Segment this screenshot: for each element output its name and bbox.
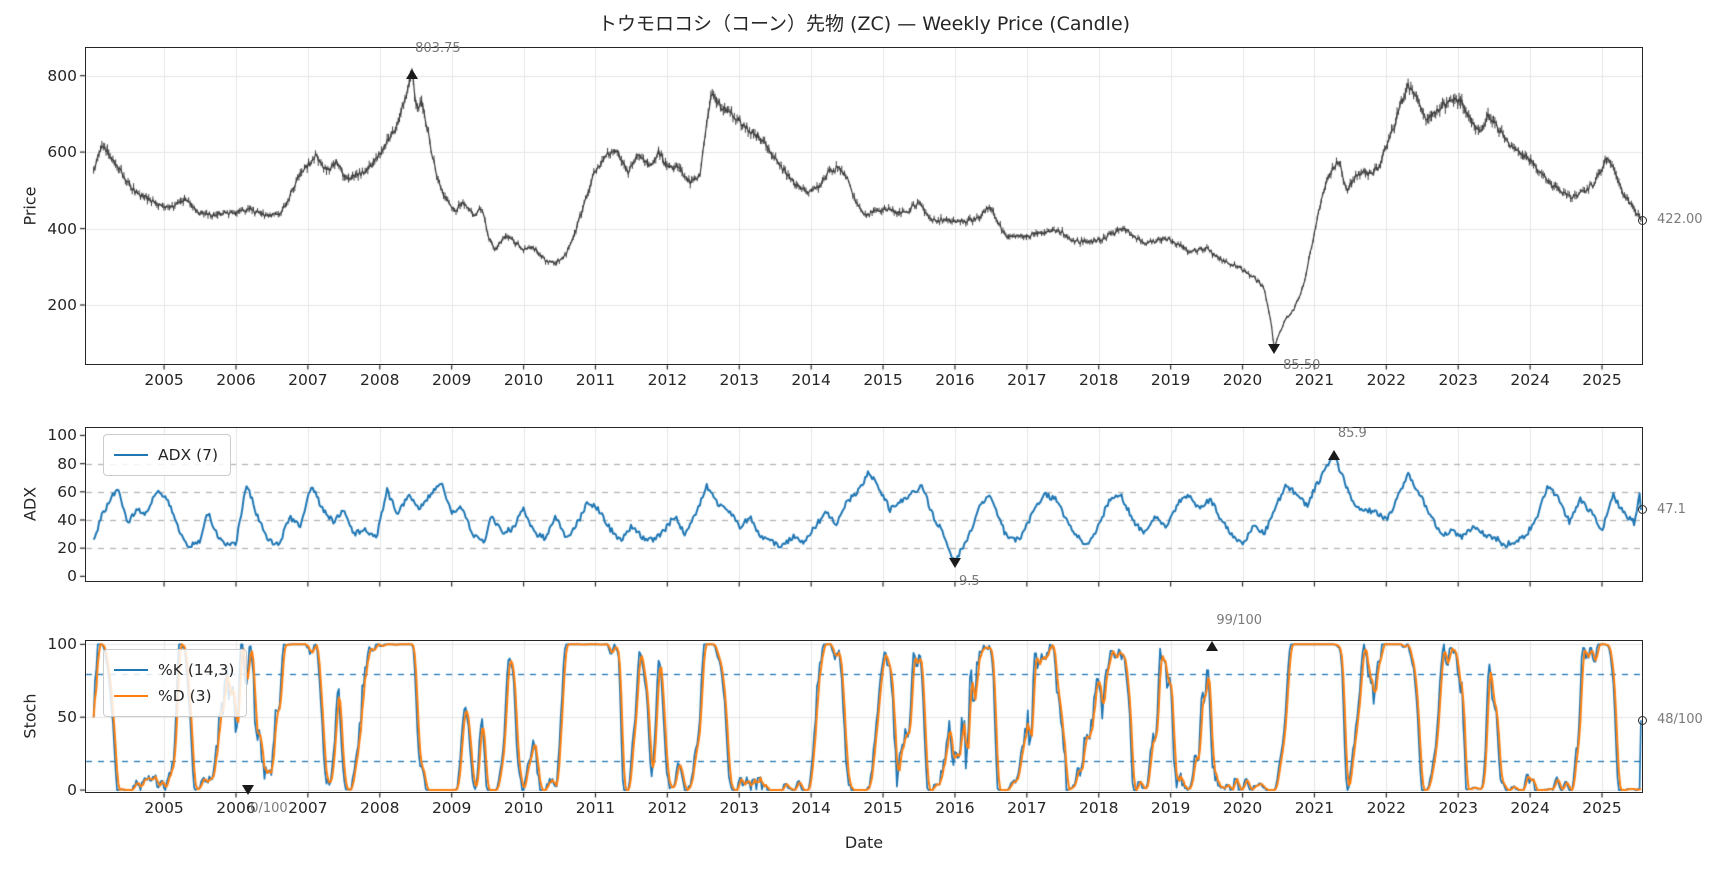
extreme-marker-up-icon	[1327, 450, 1340, 461]
chart-title: トウモロコシ（コーン）先物 (ZC) — Weekly Price (Candl…	[597, 13, 1131, 35]
y-tick-label: 400	[47, 219, 77, 238]
x-tick-label: 2009	[431, 799, 472, 817]
x-tick-label: 2025	[1582, 799, 1622, 817]
date-axis-label: Date	[844, 833, 884, 852]
y-tick-label: 20	[57, 539, 77, 558]
x-tick-label: 2015	[863, 371, 903, 389]
end-value-label-stoch: 48/100	[1657, 712, 1703, 728]
x-tick-label: 2015	[863, 799, 903, 817]
x-tick-label: 2007	[288, 371, 328, 389]
extreme-marker-up-icon	[406, 69, 419, 80]
annotation-stoch-min: 0/100	[250, 801, 288, 817]
x-tick-label: 2021	[1294, 799, 1335, 817]
y-tick-label: 50	[57, 708, 77, 727]
x-tick-label: 2024	[1510, 799, 1550, 817]
end-value-label-adx: 47.1	[1657, 501, 1686, 517]
x-tick-label: 2022	[1366, 371, 1407, 389]
legend-item-adx: ADX (7)	[114, 442, 218, 468]
y-tick-label: 60	[57, 482, 77, 501]
x-tick-label: 2012	[647, 799, 688, 817]
extreme-marker-down-icon	[242, 785, 255, 796]
extreme-marker-up-icon	[1206, 640, 1219, 651]
x-tick-label: 2013	[719, 799, 759, 817]
x-tick-label: 2019	[1150, 799, 1191, 817]
stoch-legend: %K (14,3) %D (3)	[103, 649, 248, 717]
x-tick-label: 2009	[431, 371, 472, 389]
x-tick-label: 2006	[216, 799, 256, 817]
adx-legend: ADX (7)	[103, 434, 232, 476]
y-tick-label: 200	[47, 295, 77, 314]
x-tick-label: 2006	[216, 371, 256, 389]
x-tick-label: 2018	[1079, 371, 1119, 389]
x-tick-label: 2023	[1438, 799, 1478, 817]
legend-item-k: %K (14,3)	[114, 657, 234, 683]
legend-item-d: %D (3)	[114, 683, 234, 709]
x-tick-label: 2005	[144, 371, 184, 389]
y-tick-label: 80	[57, 454, 77, 473]
x-tick-label: 2008	[360, 371, 400, 389]
x-tick-label: 2007	[288, 799, 328, 817]
end-value-label-price: 422.00	[1657, 212, 1703, 228]
extreme-marker-down-icon	[948, 557, 961, 568]
x-tick-label: 2010	[503, 799, 544, 817]
annotation-adx-max: 85.9	[1337, 426, 1367, 442]
last-value-marker-icon	[1638, 715, 1647, 725]
d-legend-label: %D (3)	[158, 687, 212, 705]
y-tick-label: 600	[47, 143, 77, 162]
x-tick-label: 2022	[1366, 799, 1407, 817]
y-tick-label: 100	[47, 426, 77, 445]
x-tick-label: 2023	[1438, 371, 1478, 389]
annotation-price-min: 85.50	[1283, 357, 1321, 373]
x-tick-label: 2010	[503, 371, 544, 389]
x-tick-label: 2020	[1222, 799, 1263, 817]
x-tick-label: 2016	[935, 371, 975, 389]
x-tick-label: 2014	[791, 371, 831, 389]
extreme-marker-down-icon	[1268, 343, 1281, 354]
d-line-swatch	[114, 695, 148, 697]
x-tick-label: 2020	[1222, 371, 1263, 389]
y-tick-label: 100	[47, 635, 77, 654]
x-tick-label: 2016	[935, 799, 975, 817]
x-tick-label: 2005	[144, 799, 184, 817]
y-tick-label: 0	[67, 567, 77, 586]
x-tick-label: 2017	[1007, 371, 1047, 389]
k-line-swatch	[114, 669, 148, 671]
x-tick-label: 2024	[1510, 371, 1550, 389]
x-tick-label: 2014	[791, 799, 831, 817]
x-tick-label: 2012	[647, 371, 688, 389]
annotation-stoch-max: 99/100	[1216, 612, 1263, 628]
x-tick-label: 2019	[1150, 371, 1191, 389]
y-tick-label: 40	[57, 511, 77, 529]
last-value-marker-icon	[1638, 215, 1647, 225]
x-tick-label: 2025	[1582, 371, 1622, 389]
annotation-adx-min: 9.5	[958, 573, 980, 589]
x-tick-label: 2017	[1007, 799, 1047, 817]
annotation-price-max: 803.75	[415, 41, 461, 57]
x-tick-label: 2013	[719, 371, 759, 389]
x-tick-label: 2008	[360, 799, 400, 817]
y-tick-label: 800	[47, 66, 77, 85]
x-tick-label: 2011	[575, 799, 616, 817]
k-legend-label: %K (14,3)	[158, 661, 235, 679]
adx-legend-label: ADX (7)	[158, 446, 219, 464]
adx-line-swatch	[114, 454, 148, 456]
x-tick-label: 2021	[1294, 371, 1335, 389]
x-tick-label: 2018	[1079, 799, 1119, 817]
y-tick-label: 0	[67, 781, 77, 800]
x-tick-label: 2011	[575, 371, 616, 389]
